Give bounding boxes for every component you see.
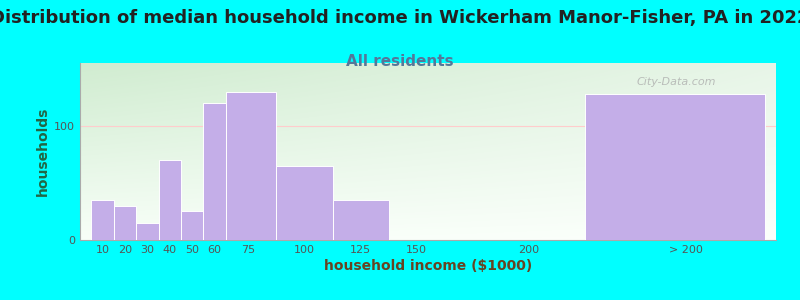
Text: Distribution of median household income in Wickerham Manor-Fisher, PA in 2022: Distribution of median household income … (0, 9, 800, 27)
Bar (585, 94, 765, 240)
Text: City-Data.com: City-Data.com (637, 77, 716, 87)
Bar (277, 166, 333, 240)
Bar (226, 92, 277, 240)
Bar (91, 200, 114, 240)
Bar (203, 103, 226, 240)
Bar (158, 160, 181, 240)
Bar (333, 200, 389, 240)
Text: All residents: All residents (346, 54, 454, 69)
X-axis label: household income ($1000): household income ($1000) (324, 259, 532, 273)
Bar (114, 206, 136, 240)
Y-axis label: households: households (36, 107, 50, 196)
Bar (136, 223, 158, 240)
Bar (181, 212, 203, 240)
